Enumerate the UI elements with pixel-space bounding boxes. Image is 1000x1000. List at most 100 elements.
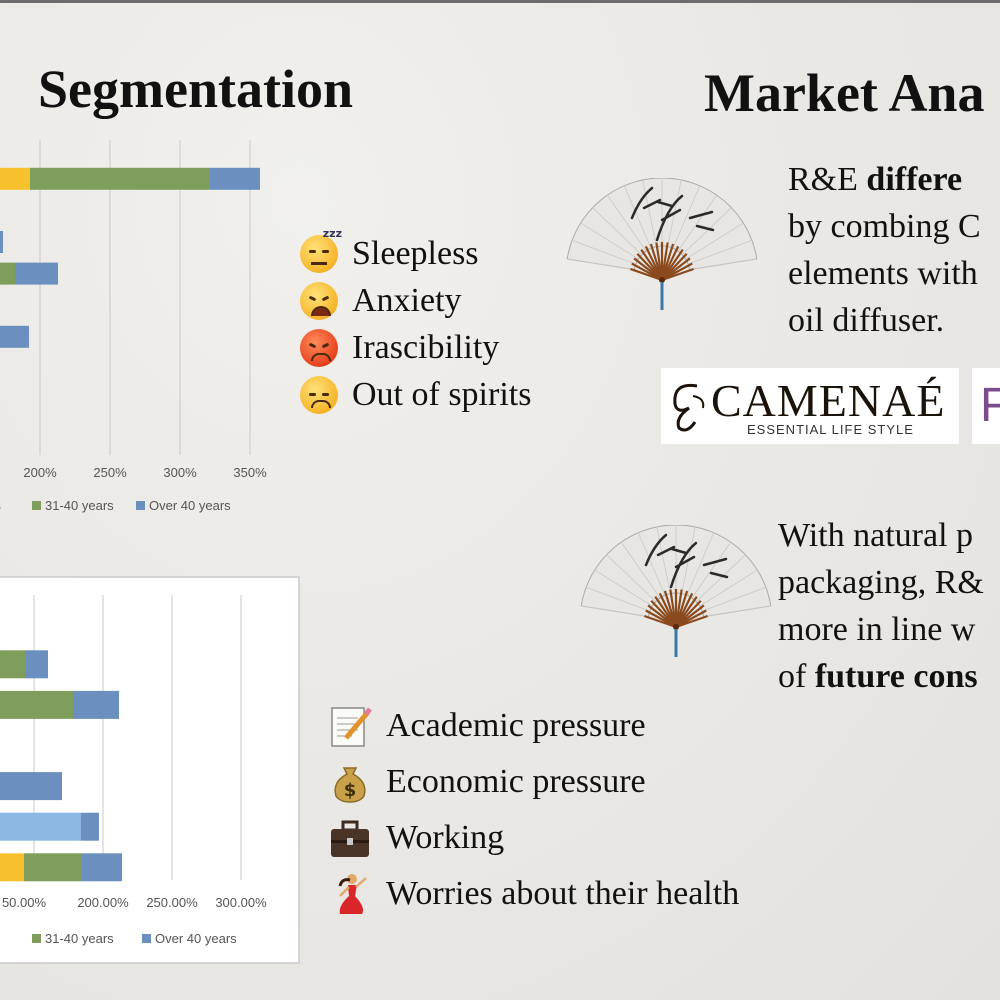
fan-pivot [659, 277, 665, 283]
x-tick-label: 50.00% [2, 895, 47, 910]
fan-fold [581, 605, 649, 618]
dancer-icon [328, 872, 372, 916]
fan-fold [672, 185, 701, 249]
differentiation-paragraph: R&E differe by combing C elements with o… [788, 156, 981, 344]
paragraph-line: elements with [788, 255, 978, 292]
list-item: $ Economic pressure [328, 754, 739, 810]
fan-fold [691, 541, 731, 599]
fan-fold [607, 194, 647, 252]
paragraph-line: of future cons [778, 653, 984, 700]
bar-segment [30, 167, 210, 190]
fan-fold [571, 239, 636, 265]
symptom-label: Irascibility [352, 328, 500, 366]
svg-text:$: $ [344, 780, 357, 801]
disappointed-face-icon [300, 375, 338, 414]
fan-fold [621, 541, 661, 599]
bar-segment [24, 853, 82, 882]
symptom-label: Anxiety [352, 281, 462, 319]
bar-segment [26, 650, 48, 679]
causes-bar-chart: 50.00%200.00%250.00%300.00% rs31-40 year… [0, 576, 300, 964]
list-item: Out of spirits [300, 371, 531, 418]
legend-swatch [142, 934, 151, 943]
bar-segment [73, 690, 119, 719]
bar-segment [0, 325, 29, 348]
text-run: R&E [788, 161, 867, 198]
x-tick-label: 300.00% [215, 895, 267, 910]
symptoms-bar-chart: 200% 250% 300% 350% rs 31-40 years Over 40 ye… [0, 140, 267, 513]
paragraph-line: more in line w [778, 611, 976, 648]
x-tick-label: 250.00% [146, 895, 198, 910]
paragraph-line: With natural p [778, 517, 974, 554]
bar-segment [0, 772, 62, 801]
fan-fold [703, 605, 771, 618]
second-brand-logo: F [972, 368, 1000, 444]
tired-face-icon [300, 281, 338, 320]
bamboo-stroke [630, 186, 715, 242]
x-tick-label: 350% [233, 465, 267, 480]
fan-fold [594, 569, 653, 607]
fan-fold [677, 194, 717, 252]
paragraph-line: R&E differe [788, 156, 981, 203]
symptom-label: Sleepless [352, 234, 479, 272]
legend-entry: rs [0, 498, 1, 513]
legend-swatch [32, 501, 41, 510]
legend-swatch [136, 501, 145, 510]
money-bag-icon: $ [328, 760, 372, 804]
causes-list: Academic pressure $ Economic pressure Wo… [328, 698, 739, 922]
logo-wordmark: F [980, 379, 1000, 432]
list-item: Anxiety [300, 277, 531, 324]
legend-swatch [32, 934, 41, 943]
x-tick-label: 200% [23, 465, 57, 480]
bamboo-fan-icon [566, 178, 758, 310]
legend-entry: 31-40 years [45, 931, 114, 946]
fan-fold [585, 586, 650, 612]
legend-entry: 31-40 years [45, 498, 114, 513]
cause-label: Worries about their health [386, 875, 740, 912]
paragraph-line: oil diffuser. [788, 302, 945, 339]
fan-rib [661, 267, 694, 282]
bar-segment [0, 262, 15, 285]
symptoms-list: zzz Sleepless Anxiety Irascibility Out o… [300, 227, 531, 418]
x-tick-label: 200.00% [77, 895, 129, 910]
logo-tagline: ESSENTIAL LIFE STYLE [747, 422, 914, 437]
x-tick-label: 250% [93, 465, 127, 480]
top-border-line [0, 0, 1000, 3]
camenae-logo: CAMENAÉ ESSENTIAL LIFE STYLE [661, 368, 959, 444]
text-run: of [778, 658, 815, 695]
fan-fold [685, 222, 744, 260]
fan-fold [623, 185, 652, 249]
fan-fold [637, 532, 666, 596]
bar-segment [0, 812, 81, 841]
fan-fold [681, 207, 732, 255]
fan-fold [695, 554, 746, 602]
fan-fold [580, 222, 639, 260]
fan-fold [688, 239, 753, 265]
chart-frame [0, 576, 300, 964]
butterfly-emblem-icon [673, 383, 705, 432]
fan-rib [675, 614, 708, 629]
sleepy-face-icon: zzz [300, 227, 342, 273]
angry-face-icon [300, 328, 338, 367]
bar-segment [0, 167, 30, 190]
cause-label: Working [386, 819, 505, 856]
briefcase-icon [328, 816, 372, 860]
fan-fold [567, 258, 635, 271]
list-item: Academic pressure [328, 698, 739, 754]
fan-fold [606, 554, 657, 602]
bar-segment [82, 853, 122, 882]
paragraph-line: packaging, R& [778, 564, 984, 601]
list-item: zzz Sleepless [300, 227, 531, 277]
bar-segment [81, 812, 99, 841]
bar-segment [15, 262, 58, 285]
packaging-paragraph: With natural p packaging, R& more in lin… [778, 512, 984, 700]
fan-fold [689, 258, 757, 271]
cause-label: Economic pressure [386, 763, 646, 800]
fan-fold [686, 532, 715, 596]
memo-icon [328, 704, 372, 748]
fan-fold [702, 586, 767, 612]
legend-entry: Over 40 years [155, 931, 237, 946]
fan-fold [656, 526, 671, 594]
list-item: Worries about their health [328, 866, 739, 922]
fan-fold [642, 179, 657, 247]
x-tick-label: 300% [163, 465, 197, 480]
